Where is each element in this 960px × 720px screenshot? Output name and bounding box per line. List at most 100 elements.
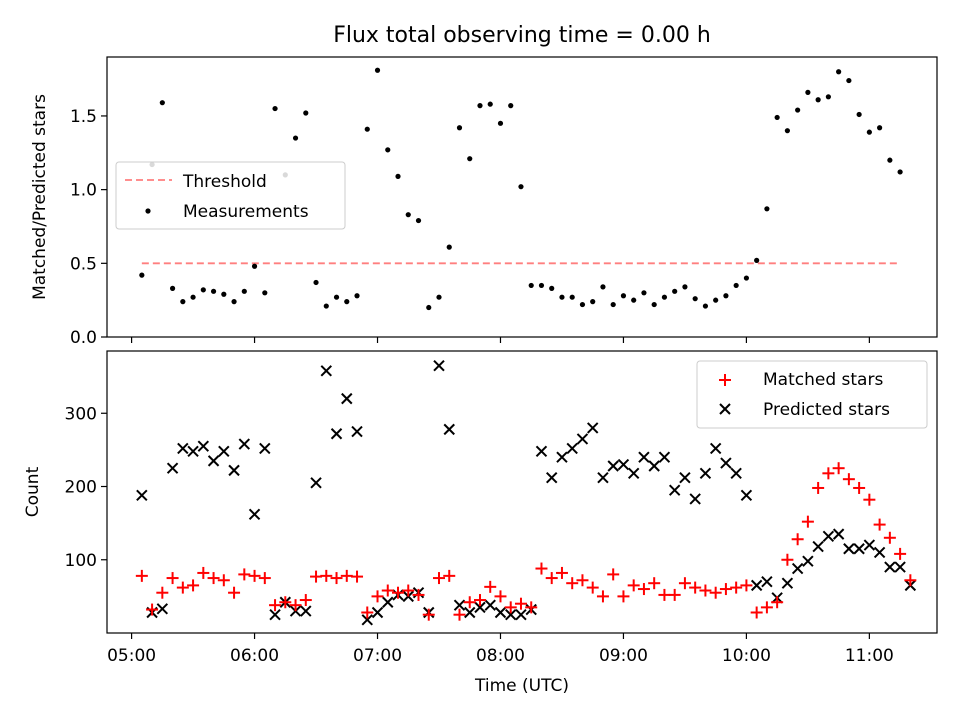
measurement-point [415, 217, 422, 224]
matched-point [535, 562, 548, 575]
measurement-point [241, 288, 247, 294]
measurement-point [333, 294, 340, 300]
matched-point [187, 579, 200, 592]
top-legend-box [115, 161, 346, 230]
matched-point [525, 601, 538, 614]
predicted-point [556, 451, 568, 463]
matched-point [228, 586, 241, 599]
matched-point [617, 590, 630, 603]
matched-point [402, 584, 415, 597]
bottom-legend: Matched stars Predicted stars [696, 360, 928, 429]
predicted-point [187, 445, 199, 458]
top-legend: Threshold Measurements [115, 161, 346, 230]
predicted-point [320, 365, 332, 377]
predicted-point [781, 577, 794, 589]
top-y-axis-label: Matched/Predicted stars [30, 94, 50, 300]
matched-point [514, 597, 527, 610]
measurement-point [344, 299, 350, 305]
matched-point [709, 586, 722, 599]
measurement-point [210, 288, 217, 294]
top-y-tick-label: 1.5 [70, 107, 97, 127]
predicted-point [832, 528, 845, 540]
x-axis-label: Time (UTC) [474, 676, 569, 696]
measurement-point [682, 284, 688, 290]
matched-point [258, 572, 271, 585]
bottom-plot-area [106, 350, 938, 634]
matched-point [791, 533, 804, 546]
bottom-legend-box [696, 360, 928, 429]
top-panel: 0.0 0.5 1.0 1.5 Matched/Predicted stars Thr… [30, 56, 938, 348]
measurement-point [251, 263, 258, 269]
measurement-point [887, 157, 893, 163]
bottom-y-axis: 100 200 300 [65, 404, 107, 571]
measurement-point [354, 293, 360, 299]
predicted-point [330, 428, 343, 440]
measurement-point [467, 156, 473, 162]
matched-point [289, 599, 302, 612]
measurement-point [661, 294, 668, 300]
predicted-point [668, 484, 681, 496]
top-x-axis [130, 337, 870, 343]
matched-point [596, 590, 609, 603]
predicted-point [863, 539, 876, 551]
measurement-point [733, 282, 739, 289]
measurement-point [795, 107, 801, 113]
measurement-point [528, 282, 534, 289]
matched-point [135, 569, 148, 582]
predicted-point [166, 462, 179, 474]
matched-point [566, 577, 579, 590]
measurement-point [641, 290, 647, 296]
predicted-point [750, 579, 763, 592]
measurement-point [856, 111, 862, 118]
measurement-point [364, 126, 370, 132]
matched-stars-series [135, 462, 917, 621]
predicted-point [453, 599, 466, 611]
matched-point [822, 467, 835, 480]
matched-point [627, 579, 640, 592]
predicted-point [761, 576, 773, 588]
measurement-point [866, 129, 872, 135]
predicted-point [689, 493, 701, 505]
predicted-point [627, 467, 640, 480]
bottom-panel: 100 200 300 05:00 06:00 07:00 08:00 09:00 10:00… [23, 350, 938, 696]
measurement-point [579, 301, 586, 308]
measurement-point [805, 89, 811, 95]
top-y-tick-label: 0.5 [70, 254, 97, 274]
measurement-point [374, 67, 381, 73]
predicted-point [177, 442, 189, 455]
measurement-point [426, 304, 432, 311]
predicted-point [740, 489, 753, 502]
measurement-point [651, 301, 657, 308]
bottom-y-tick-label: 200 [65, 478, 97, 498]
matched-point [412, 588, 425, 601]
measurement-point [836, 69, 842, 75]
predicted-point [586, 422, 599, 434]
measurement-point [436, 294, 442, 300]
matched-point [217, 574, 230, 587]
x-tick-label: 05:00 [107, 646, 156, 666]
predicted-point [351, 425, 363, 438]
matched-point [299, 594, 312, 607]
predicted-point [433, 359, 445, 372]
predicted-point [197, 440, 210, 452]
predicted-point [546, 472, 558, 484]
predicted-point [802, 555, 814, 567]
matched-point [668, 588, 681, 601]
matched-point [658, 588, 671, 601]
matched-point [166, 572, 179, 585]
bottom-x-axis: 05:00 06:00 07:00 08:00 09:00 10:00 11:00 [107, 633, 894, 666]
predicted-point [617, 458, 630, 471]
matched-point [197, 566, 210, 579]
matched-point [730, 581, 743, 594]
measurement-point [846, 77, 852, 84]
matched-point [392, 586, 405, 599]
matched-point [607, 568, 620, 581]
predicted-point [843, 543, 855, 555]
predicted-point [361, 614, 373, 626]
matched-point [678, 577, 691, 590]
measurement-point [723, 293, 729, 299]
predicted-legend-swatch [719, 403, 731, 415]
matched-point [545, 572, 558, 585]
predicted-point [464, 606, 476, 619]
predicted-point [884, 561, 896, 573]
